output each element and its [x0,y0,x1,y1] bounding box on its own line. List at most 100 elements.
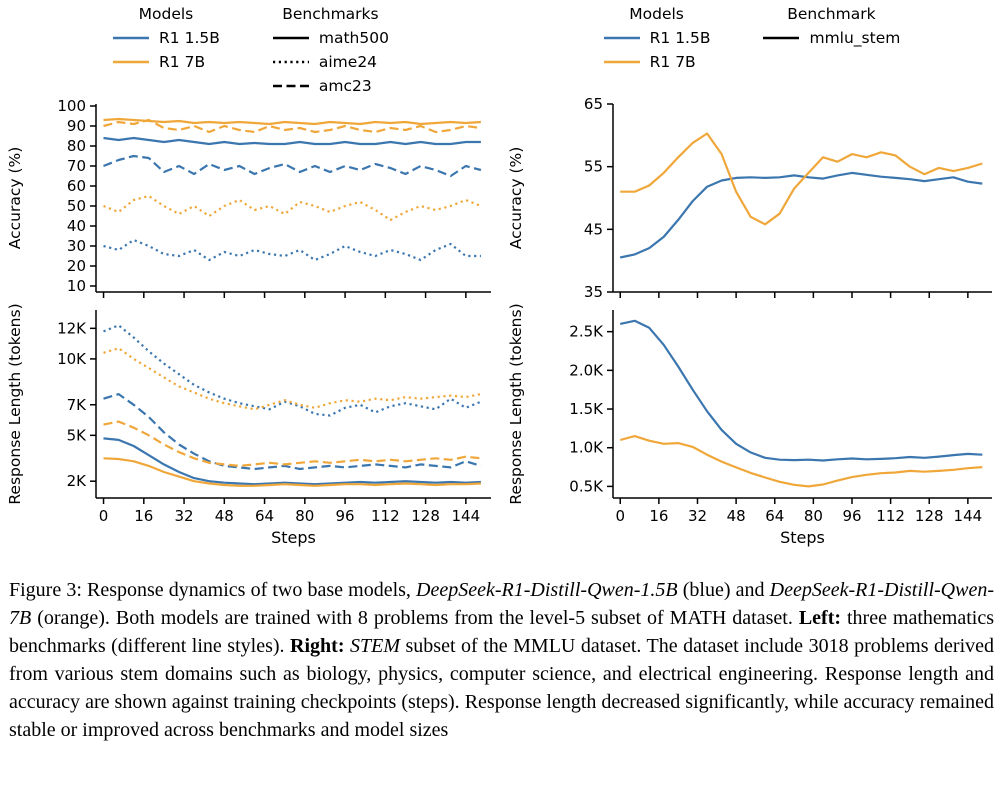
legend-group-models: Models R1 1.5B R1 7B [603,5,711,74]
left-bottom-response-length: 2K 5K 7K 10K 12K 0 16 32 48 64 80 96 112 128 144 Steps R… [6,303,491,547]
x-axis-label: Steps [271,528,316,547]
caption-segment: DeepSeek-R1-Distill-Qwen-1.5B [416,579,678,601]
caption-segment: (orange). Both models are trained with 8… [31,607,799,629]
legend-item-amc23: amc23 [272,74,389,98]
caption-segment: Figure 3: Response dynamics of two base … [9,579,417,601]
legend-item-r1-1-5b: R1 1.5B [603,26,711,50]
series-r1-7b-amc23 [103,118,482,134]
right-panel: Models R1 1.5B R1 7B Benchmark mmlu_stem 35 4… [501,0,1002,550]
y-tick-label: 10 [67,277,86,295]
series-lines [103,324,482,487]
caption-segment: subset of the MMLU dataset. The dataset … [9,635,994,741]
y-tick-label: 5K [67,426,88,444]
legend-item-label: R1 1.5B [649,29,711,47]
series-r1-1-5b-amc23 [103,154,482,178]
y-tick-label: 30 [67,237,86,255]
legend-title: Models [629,5,684,23]
series-r1-1-5b-amc23 [103,392,482,471]
y-tick-label: 20 [67,257,86,275]
y-tick-label: 70 [67,157,86,175]
legend-group-models: Models R1 1.5B R1 7B [112,5,220,74]
legend-item-mmlu-stem: mmlu_stem [762,26,900,50]
x-tick-label: 0 [99,507,109,525]
y-tick-label: 50 [67,197,86,215]
left-bottom-chart: 2K 5K 7K 10K 12K 0 16 32 48 64 80 96 112 128 144 Steps R… [0,302,501,550]
legend-group-benchmarks: Benchmarks math500 aime24 amc23 [272,5,389,98]
x-tick-label: 80 [295,507,314,525]
y-tick-label: 1.5K [569,400,604,418]
y-tick-label: 1.0K [569,439,604,457]
series-r1-1-5b-math500 [103,136,481,146]
series-r1-7b-mmlu-stem [619,435,983,488]
series-r1-7b-aime24 [103,194,482,222]
series-r1-7b-mmlu-stem [620,132,983,226]
legend-item-r1-1-5b: R1 1.5B [112,26,220,50]
y-tick-label: 60 [67,177,86,195]
x-tick-label: 64 [255,507,274,525]
x-tick-label: 80 [804,507,823,525]
legend-group-benchmark: Benchmark mmlu_stem [762,5,900,50]
legend-item-math500: math500 [272,26,389,50]
x-tick-label: 96 [842,507,861,525]
series-lines [103,117,482,262]
series-r1-7b-math500 [103,117,481,126]
legend-title: Benchmark [787,5,876,23]
right-top-accuracy-mmlu: 35 45 55 65 Accuracy (%) [507,95,992,301]
y-tick-label: 35 [584,283,603,301]
legend-title: Models [138,5,194,23]
legend-line-sample [763,36,800,40]
left-panel: Models R1 1.5B R1 7B Benchmarks math500 aime2… [0,0,501,550]
left-top-accuracy: 10 20 30 40 50 60 70 80 90 100 Accuracy (%) [6,97,491,298]
right-top-chart: 35 45 55 65 Accuracy (%) [501,95,1002,302]
legend-item-label: R1 7B [159,53,206,71]
legend-item-label: mmlu_stem [809,29,901,47]
y-tick-label: 80 [67,137,86,155]
x-tick-label: 32 [688,507,707,525]
x-tick-label: 32 [175,507,194,525]
y-tick-label: 40 [67,217,86,235]
y-axis-label: Accuracy (%) [6,147,24,250]
series-r1-1-5b-mmlu-stem [619,171,983,259]
y-tick-label: 100 [57,97,86,115]
axes [90,310,491,504]
figure-caption: Figure 3: Response dynamics of two base … [0,576,1003,744]
legend-title: Benchmarks [282,5,379,23]
series-r1-1-5b-aime24 [103,324,482,417]
y-tick-label: 2K [67,472,88,490]
legend-item-label: amc23 [318,77,372,95]
legend-line-sample [272,36,309,40]
legend-item-r1-7b: R1 7B [112,50,220,74]
x-tick-label: 0 [615,507,625,525]
left-legend: Models R1 1.5B R1 7B Benchmarks math500 aime2… [0,0,501,96]
x-tick-label: 128 [411,507,440,525]
x-tick-label: 112 [876,507,905,525]
x-tick-label: 64 [765,507,784,525]
right-bottom-chart: 0.5K 1.0K 1.5K 2.0K 2.5K 0 16 32 48 64 80 96 112 128 1… [501,302,1002,550]
y-tick-label: 55 [584,158,603,176]
caption-segment: (blue) and [677,579,770,601]
figure-3: Models R1 1.5B R1 7B Benchmarks math500 aime2… [0,0,1003,744]
caption-segment: three mathematics benchmarks (different … [9,607,995,657]
charts-row: Models R1 1.5B R1 7B Benchmarks math500 aime2… [0,0,1002,550]
legend-item-label: R1 1.5B [159,29,220,47]
y-axis-label: Response Length (tokens) [6,303,24,504]
y-tick-label: 65 [584,96,603,113]
legend-item-label: math500 [318,29,389,47]
axes [607,310,992,504]
right-bottom-response-length-mmlu: 0.5K 1.0K 1.5K 2.0K 2.5K 0 16 32 48 64 80 96 112 128 1… [507,303,992,547]
legend-line-sample [272,60,309,64]
x-tick-label: 48 [215,507,234,525]
series-r1-7b-aime24 [103,347,482,411]
left-top-chart: 10 20 30 40 50 60 70 80 90 100 Accuracy (%) [0,96,501,302]
x-tick-label: 48 [727,507,746,525]
x-tick-label: 16 [649,507,668,525]
y-tick-label: 10K [57,350,87,368]
legend-line-sample [272,84,309,88]
y-axis-label: Accuracy (%) [507,147,525,250]
axes [607,103,992,298]
y-tick-label: 2.0K [569,361,604,379]
legend-line-sample [113,36,150,40]
right-legend: Models R1 1.5B R1 7B Benchmark mmlu_stem [501,0,1002,96]
y-tick-label: 12K [57,319,87,337]
legend-line-sample [603,60,640,64]
